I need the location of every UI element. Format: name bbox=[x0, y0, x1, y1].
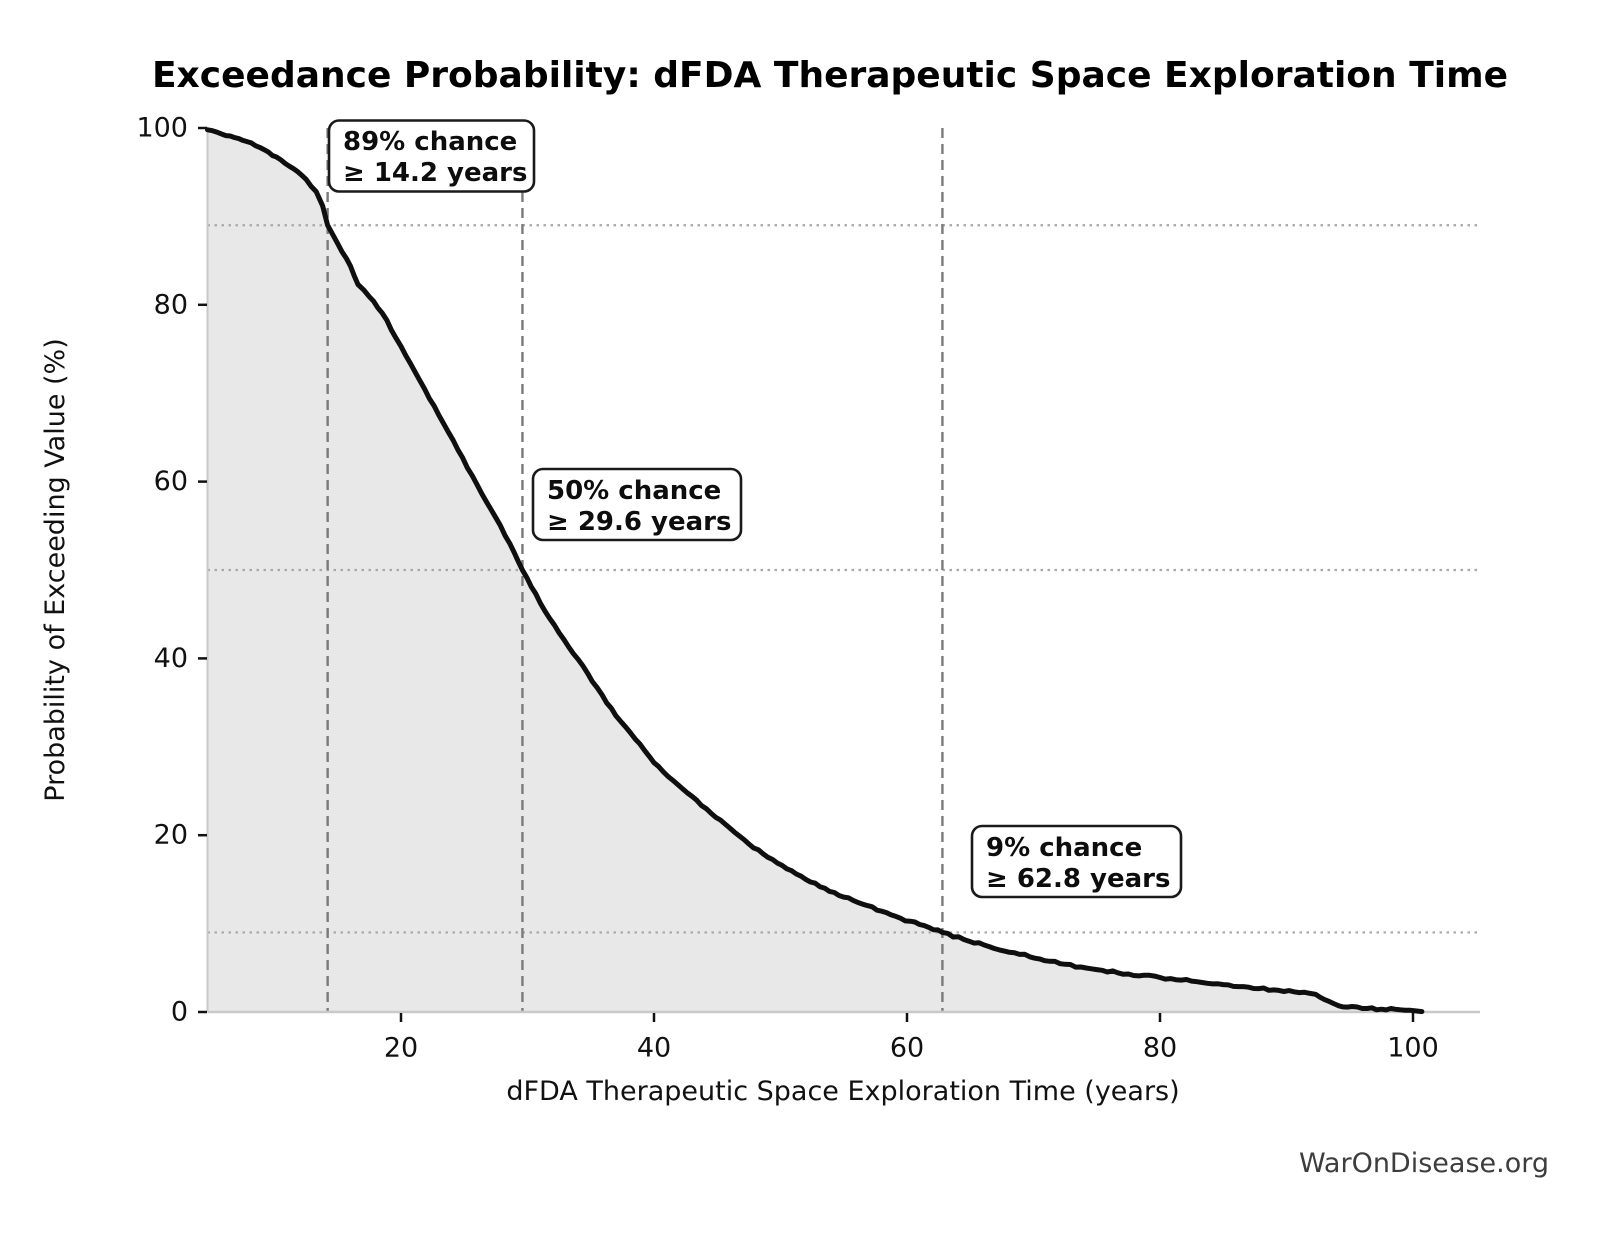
area-fill-layer bbox=[207, 129, 1422, 1013]
annotation-50pct-frame bbox=[531, 467, 743, 542]
watermark-text: WarOnDisease.org bbox=[1299, 1148, 1549, 1179]
x-tick-label-80: 80 bbox=[1143, 1033, 1177, 1064]
annotation-89pct-frame bbox=[327, 119, 536, 193]
y-axis-ticks: 0 20 40 60 80 100 bbox=[136, 113, 207, 1028]
x-tick-label-60: 60 bbox=[890, 1033, 924, 1064]
y-tick-label-0: 0 bbox=[171, 997, 188, 1028]
y-tick-label-40: 40 bbox=[154, 643, 188, 674]
y-tick-label-20: 20 bbox=[154, 820, 188, 851]
annotation-9pct-box: 9% chance ≥ 62.8 years bbox=[970, 824, 1183, 899]
y-axis-title: Probability of Exceeding Value (%) bbox=[40, 338, 71, 801]
x-axis-ticks: 20 40 60 80 100 bbox=[384, 1013, 1439, 1064]
y-tick-label-80: 80 bbox=[154, 289, 188, 320]
annotation-9pct-line2: ≥ 62.8 years bbox=[986, 864, 1170, 894]
annotation-50pct-line2: ≥ 29.6 years bbox=[547, 507, 731, 537]
chart-title: Exceedance Probability: dFDA Therapeutic… bbox=[152, 55, 1508, 96]
curve-layer bbox=[205, 127, 1425, 1015]
y-tick-label-100: 100 bbox=[136, 113, 188, 144]
x-tick-label-20: 20 bbox=[384, 1033, 418, 1064]
axis-spine-layer bbox=[206, 128, 1480, 1014]
exceedance-probability-curve bbox=[205, 127, 1425, 1015]
dotted-gridline-layer bbox=[207, 224, 1480, 934]
x-axis-title: dFDA Therapeutic Space Exploration Time … bbox=[506, 1076, 1179, 1107]
y-tick-label-60: 60 bbox=[154, 466, 188, 497]
x-tick-label-100: 100 bbox=[1387, 1033, 1439, 1064]
annotation-89pct-line2: ≥ 14.2 years bbox=[343, 158, 527, 188]
area-under-curve bbox=[207, 129, 1422, 1013]
annotation-50pct-box: 50% chance ≥ 29.6 years bbox=[531, 467, 743, 542]
annotation-89pct-line1: 89% chance bbox=[343, 127, 517, 157]
annotation-9pct-line1: 9% chance bbox=[986, 833, 1142, 863]
x-tick-label-40: 40 bbox=[637, 1033, 671, 1064]
annotation-9pct-frame bbox=[970, 824, 1183, 899]
annotation-50pct-line1: 50% chance bbox=[547, 476, 721, 506]
annotation-89pct-box: 89% chance ≥ 14.2 years bbox=[327, 119, 536, 193]
